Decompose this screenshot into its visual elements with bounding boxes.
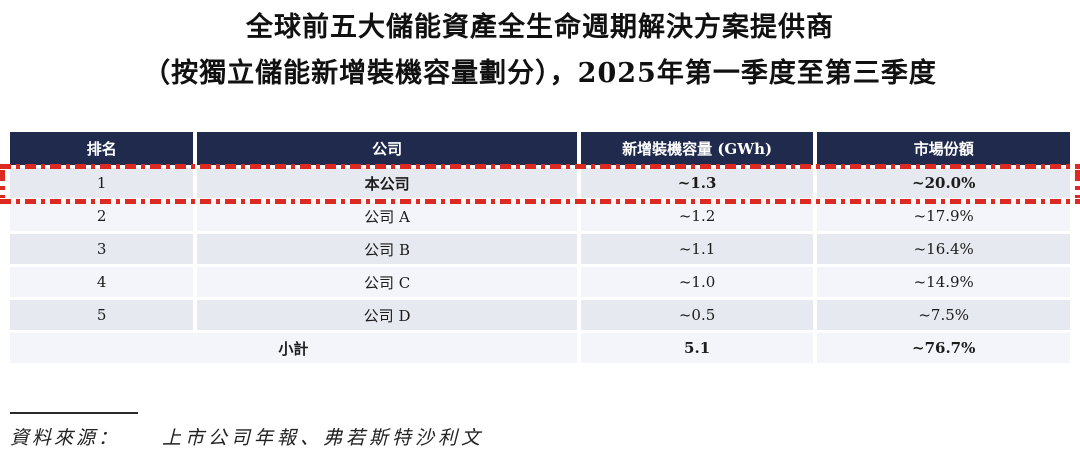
header-share: 市場份額: [817, 132, 1070, 165]
table-row: 5 公司 D ~0.5 ~7.5%: [10, 300, 1070, 330]
share-cell: ~16.4%: [817, 234, 1070, 264]
subtotal-row: 小計 5.1 ~76.7%: [10, 333, 1070, 363]
source-text: 上市公司年報、弗若斯特沙利文: [162, 427, 485, 449]
rank-cell: 1: [10, 168, 194, 198]
highlight-border-left: [0, 170, 5, 198]
header-rank: 排名: [10, 132, 194, 165]
rank-cell: 4: [10, 267, 194, 297]
subtotal-share-cell: ~76.7%: [817, 333, 1070, 363]
rank-cell: 5: [10, 300, 194, 330]
company-cell: 公司 D: [197, 300, 577, 330]
capacity-cell: ~0.5: [580, 300, 814, 330]
title-line-2: （按獨立儲能新增裝機容量劃分），2025年第一季度至第三季度: [143, 58, 937, 89]
company-cell: 公司 A: [197, 201, 577, 231]
table-title: 全球前五大儲能資產全生命週期解決方案提供商 （按獨立儲能新增裝機容量劃分），20…: [0, 0, 1080, 97]
company-cell: 公司 B: [197, 234, 577, 264]
rank-cell: 3: [10, 234, 194, 264]
source-note: 資料來源： 上市公司年報、弗若斯特沙利文: [10, 412, 484, 450]
share-cell: ~7.5%: [817, 300, 1070, 330]
capacity-cell: ~1.1: [580, 234, 814, 264]
subtotal-capacity-cell: 5.1: [580, 333, 814, 363]
share-cell: ~17.9%: [817, 201, 1070, 231]
capacity-cell: ~1.2: [580, 201, 814, 231]
source-divider-line: [10, 412, 138, 414]
header-row: 排名 公司 新增裝機容量 (GWh) 市場份額: [10, 132, 1070, 165]
capacity-cell: ~1.3: [580, 168, 814, 198]
rank-cell: 2: [10, 201, 194, 231]
table-row-our-company: 1 本公司 ~1.3 ~20.0%: [10, 168, 1070, 198]
company-cell: 公司 C: [197, 267, 577, 297]
ranking-table: 排名 公司 新增裝機容量 (GWh) 市場份額 1 本公司 ~1.3 ~20.0…: [6, 129, 1074, 366]
share-cell: ~14.9%: [817, 267, 1070, 297]
share-cell: ~20.0%: [817, 168, 1070, 198]
header-capacity: 新增裝機容量 (GWh): [580, 132, 814, 165]
company-cell: 本公司: [197, 168, 577, 198]
table-row: 2 公司 A ~1.2 ~17.9%: [10, 201, 1070, 231]
subtotal-label-cell: 小計: [10, 333, 577, 363]
highlight-border-right: [1075, 170, 1080, 198]
table-row: 3 公司 B ~1.1 ~16.4%: [10, 234, 1070, 264]
title-line-1: 全球前五大儲能資產全生命週期解決方案提供商: [246, 12, 834, 43]
capacity-cell: ~1.0: [580, 267, 814, 297]
table-row: 4 公司 C ~1.0 ~14.9%: [10, 267, 1070, 297]
ranking-table-wrap: 排名 公司 新增裝機容量 (GWh) 市場份額 1 本公司 ~1.3 ~20.0…: [0, 129, 1080, 366]
header-company: 公司: [197, 132, 577, 165]
source-label: 資料來源：: [10, 427, 121, 449]
